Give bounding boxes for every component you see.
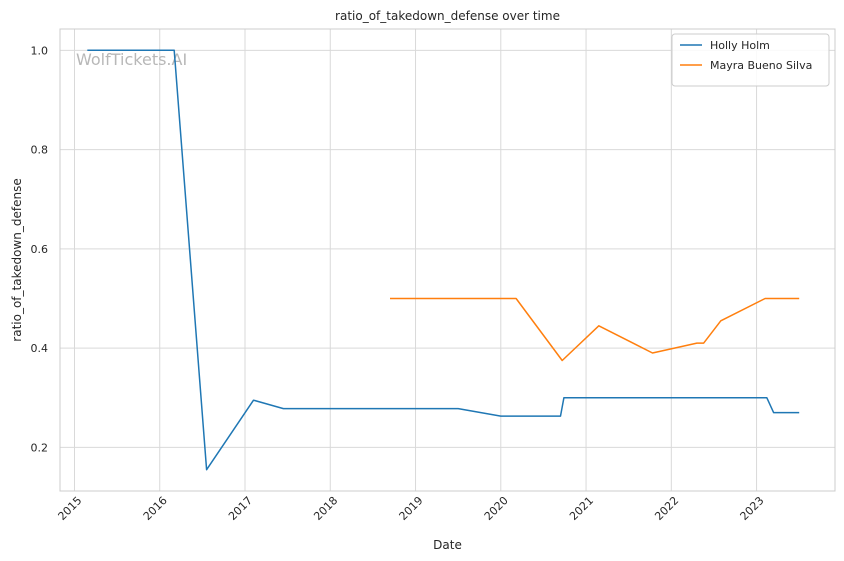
y-axis-ticks: 0.2 0.4 0.6 0.8 1.0 [31, 44, 49, 454]
y-axis-title: ratio_of_takedown_defense [10, 178, 24, 341]
y-tick-label: 0.4 [31, 342, 49, 355]
grid-lines [60, 29, 835, 491]
series-layer [87, 49, 800, 471]
y-tick-label: 0.8 [31, 144, 49, 157]
series-line-2 [390, 297, 800, 362]
series-line-1 [87, 49, 800, 471]
chart-title: ratio_of_takedown_defense over time [335, 9, 560, 23]
y-tick-label: 1.0 [31, 44, 49, 57]
legend: Holly Holm Mayra Bueno Silva [671, 33, 830, 87]
y-tick-label: 0.2 [31, 441, 49, 454]
y-tick-label: 0.6 [31, 243, 49, 256]
plot-frame [59, 28, 836, 492]
watermark-text: WolfTickets.AI [76, 50, 187, 69]
legend-label: Holly Holm [710, 39, 770, 52]
x-axis-title: Date [433, 538, 462, 552]
legend-box [671, 33, 830, 87]
legend-label: Mayra Bueno Silva [710, 59, 812, 72]
